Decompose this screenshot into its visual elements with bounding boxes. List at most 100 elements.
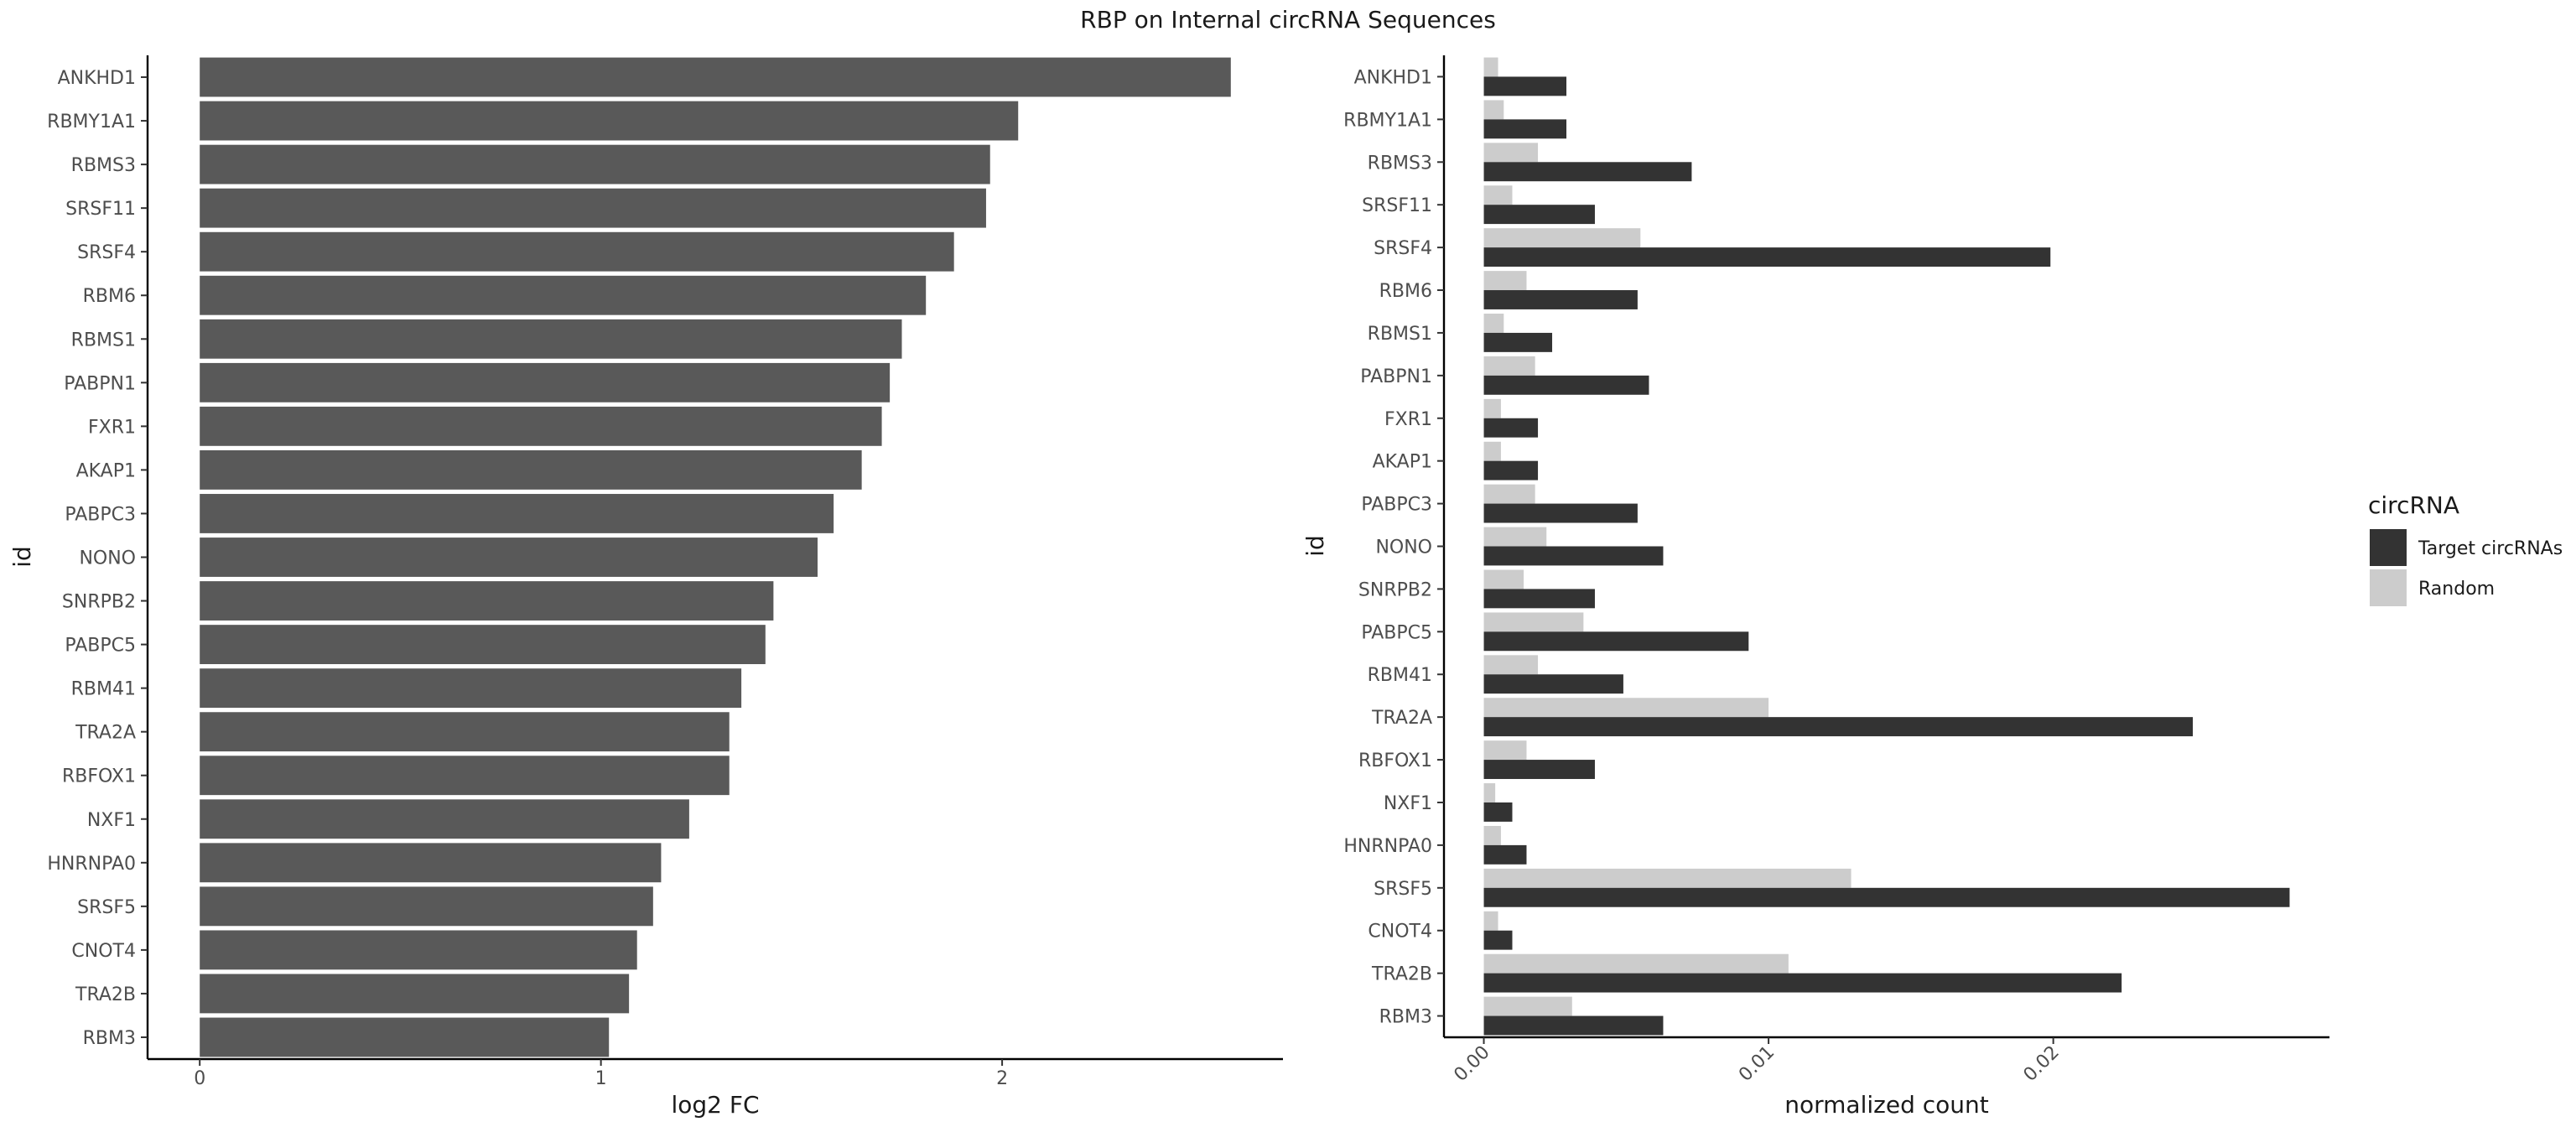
- bar-rbfox1: [200, 756, 730, 796]
- bar-rbmy1a1: [200, 101, 1019, 141]
- bar-target-cnot4: [1483, 930, 1513, 950]
- bar-random-nxf1: [1483, 783, 1496, 802]
- y-tick-label-rbms3: RBMS3: [71, 155, 136, 176]
- bar-target-rbms3: [1483, 162, 1692, 182]
- bar-rbms3: [200, 144, 990, 184]
- y-tick-label-tra2a: TRA2A: [75, 723, 136, 744]
- normalized-count-bar-chart: ANKHD1 RBMY1A1 RBMS3 SRSF11 SRSF4 RBM6 RBMS1 PA…: [1301, 55, 2329, 1119]
- bar-tra2a: [200, 712, 730, 752]
- y-tick-label-pabpn1: PABPN1: [64, 373, 136, 394]
- bar-random-akap1: [1483, 441, 1501, 461]
- right-bars: [1483, 57, 2290, 1036]
- y-tick-label-rbm41: RBM41: [1368, 665, 1432, 686]
- y-tick-label-srsf5: SRSF5: [77, 897, 136, 918]
- bar-target-tra2b: [1483, 973, 2122, 993]
- y-tick-label-tra2b: TRA2B: [75, 984, 136, 1005]
- y-tick-label-rbm6: RBM6: [1379, 281, 1432, 302]
- y-tick-label-pabpn1: PABPN1: [1360, 366, 1432, 387]
- y-tick-label-pabpc3: PABPC3: [65, 504, 136, 525]
- y-tick-label-srsf11: SRSF11: [65, 199, 136, 220]
- y-tick-label-rbfox1: RBFOX1: [1358, 750, 1432, 771]
- bar-rbms1: [200, 319, 902, 359]
- left-y-axis-title: id: [8, 546, 36, 568]
- y-tick-label-rbm3: RBM3: [1379, 1007, 1432, 1028]
- bar-target-srsf11: [1483, 205, 1595, 225]
- y-tick-label-pabpc5: PABPC5: [65, 636, 136, 657]
- bar-random-pabpc5: [1483, 612, 1584, 632]
- bar-target-rbm3: [1483, 1015, 1664, 1036]
- left-bars: [200, 57, 1231, 1057]
- bar-random-tra2b: [1483, 953, 1789, 974]
- bar-fxr1: [200, 406, 882, 446]
- bar-target-fxr1: [1483, 418, 1539, 438]
- bar-random-fxr1: [1483, 398, 1501, 418]
- y-tick-label-rbmy1a1: RBMY1A1: [47, 112, 136, 132]
- bar-target-srsf4: [1483, 247, 2051, 267]
- bar-random-pabpc3: [1483, 484, 1535, 504]
- bar-random-srsf5: [1483, 868, 1852, 888]
- bar-target-nxf1: [1483, 802, 1513, 822]
- y-tick-label-rbms3: RBMS3: [1368, 153, 1432, 174]
- bar-random-pabpn1: [1483, 356, 1535, 376]
- y-tick-label-nono: NONO: [79, 548, 136, 569]
- bar-random-rbms1: [1483, 314, 1504, 333]
- y-tick-label-rbm6: RBM6: [83, 286, 136, 307]
- y-tick-label-tra2a: TRA2A: [1371, 708, 1432, 729]
- bar-tra2b: [200, 974, 630, 1014]
- bar-random-ankhd1: [1483, 57, 1498, 77]
- y-tick-label-nxf1: NXF1: [87, 810, 136, 831]
- legend-swatch-random: [2370, 569, 2407, 606]
- x-tick-label-0.02: 0.02: [2020, 1042, 2064, 1086]
- y-tick-label-srsf11: SRSF11: [1362, 195, 1432, 216]
- bar-srsf4: [200, 231, 954, 272]
- right-x-axis-title: normalized count: [1784, 1091, 1989, 1119]
- right-y-axis-title: id: [1301, 535, 1329, 557]
- y-tick-label-nono: NONO: [1375, 538, 1432, 558]
- bar-target-rbm6: [1483, 290, 1638, 309]
- bar-target-nono: [1483, 546, 1664, 566]
- x-tick-label-2: 2: [996, 1068, 1008, 1089]
- y-tick-label-snrpb2: SNRPB2: [1358, 579, 1432, 600]
- y-tick-label-rbms1: RBMS1: [71, 330, 136, 351]
- y-tick-label-nxf1: NXF1: [1384, 793, 1432, 814]
- y-tick-label-srsf4: SRSF4: [77, 242, 136, 263]
- y-tick-label-srsf5: SRSF5: [1374, 879, 1432, 900]
- bar-rbm41: [200, 668, 742, 709]
- bar-target-pabpn1: [1483, 375, 1649, 395]
- y-tick-label-tra2b: TRA2B: [1371, 964, 1432, 985]
- bar-random-nono: [1483, 527, 1547, 547]
- bar-snrpb2: [200, 581, 774, 621]
- y-tick-label-rbm41: RBM41: [71, 679, 136, 700]
- bar-random-hnrnpa0: [1483, 825, 1501, 845]
- x-tick-label-0.01: 0.01: [1735, 1042, 1779, 1086]
- bar-random-rbm41: [1483, 655, 1539, 675]
- legend-label-random: Random: [2418, 579, 2495, 600]
- y-tick-label-akap1: AKAP1: [1373, 452, 1432, 473]
- bar-nono: [200, 538, 818, 577]
- bar-target-hnrnpa0: [1483, 844, 1527, 865]
- bar-random-tra2a: [1483, 698, 1769, 718]
- bar-pabpc3: [200, 494, 834, 533]
- left-x-ticks: 0 1 2: [194, 1059, 1008, 1089]
- x-tick-label-0.00: 0.00: [1450, 1042, 1493, 1086]
- bar-random-cnot4: [1483, 911, 1498, 931]
- bar-target-rbms1: [1483, 332, 1553, 352]
- y-tick-label-ankhd1: ANKHD1: [58, 68, 136, 89]
- bar-akap1: [200, 449, 862, 490]
- y-tick-label-cnot4: CNOT4: [1368, 922, 1432, 943]
- legend-swatch-target: [2370, 529, 2407, 566]
- bar-random-rbms3: [1483, 143, 1539, 163]
- bar-nxf1: [200, 799, 689, 839]
- left-x-axis-title: log2 FC: [671, 1091, 759, 1119]
- y-tick-label-srsf4: SRSF4: [1374, 238, 1432, 259]
- y-tick-label-snrpb2: SNRPB2: [62, 592, 136, 613]
- bar-hnrnpa0: [200, 843, 662, 883]
- y-tick-label-fxr1: FXR1: [88, 417, 136, 438]
- bar-target-srsf5: [1483, 887, 2290, 907]
- bar-target-rbmy1a1: [1483, 119, 1567, 139]
- bar-random-snrpb2: [1483, 569, 1524, 589]
- right-x-ticks: 0.00 0.01 0.02: [1450, 1037, 2064, 1086]
- bar-target-tra2a: [1483, 717, 2194, 737]
